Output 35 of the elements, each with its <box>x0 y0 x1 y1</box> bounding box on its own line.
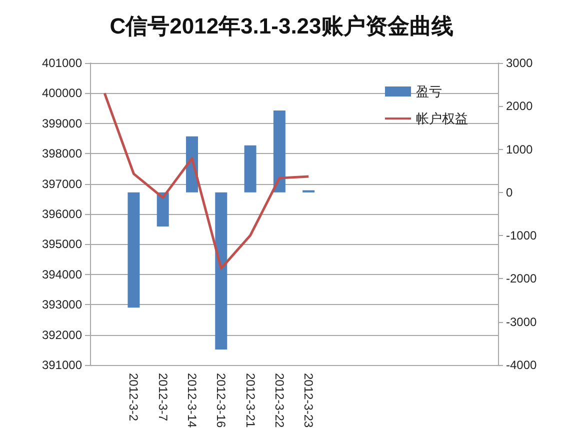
y-tick-label: 393000 <box>42 298 82 312</box>
x-tick-label: 2012-3-22 <box>272 373 286 428</box>
y-tick-label: 397000 <box>42 176 82 191</box>
y-tick-label: 400000 <box>42 86 82 100</box>
y2-tick-label: -3000 <box>506 314 538 329</box>
bar <box>128 192 140 308</box>
chart-title: C信号2012年3.1-3.23账户资金曲线 <box>110 14 454 38</box>
y-tick-label: 401000 <box>42 56 82 70</box>
legend-label: 帐户权益 <box>416 111 468 126</box>
x-tick-label: 2012-3-16 <box>214 373 228 428</box>
y2-tick-label: 0 <box>506 185 513 200</box>
y-tick-label: 395000 <box>42 237 82 252</box>
line-series <box>103 92 310 270</box>
y-tick-label: 392000 <box>42 328 82 342</box>
y2-tick-label: -1000 <box>506 228 538 243</box>
bar <box>273 110 286 192</box>
bar <box>156 192 169 227</box>
bar <box>215 192 228 350</box>
y-tick-label: 398000 <box>42 146 82 161</box>
y2-tick-label: 1000 <box>506 142 534 156</box>
x-tick-label: 2012-3-21 <box>243 373 258 428</box>
legend-label: 盈亏 <box>416 84 442 99</box>
bar <box>244 145 256 192</box>
x-tick-label: 2012-3-14 <box>185 373 199 428</box>
y-tick-label: 396000 <box>42 207 82 221</box>
y2-tick-label: 3000 <box>506 56 534 70</box>
y2-tick-label: -2000 <box>506 272 538 286</box>
x-tick-label: 2012-3-23 <box>302 373 316 428</box>
x-tick-label: 2012-3-7 <box>156 373 170 422</box>
y2-tick-label: -4000 <box>506 358 538 372</box>
y-tick-label: 391000 <box>42 358 82 372</box>
y-tick-label: 394000 <box>42 267 82 282</box>
y2-tick-label: 2000 <box>506 99 534 114</box>
y-tick-label: 399000 <box>42 116 82 130</box>
x-tick-label: 2012-3-2 <box>126 373 141 422</box>
